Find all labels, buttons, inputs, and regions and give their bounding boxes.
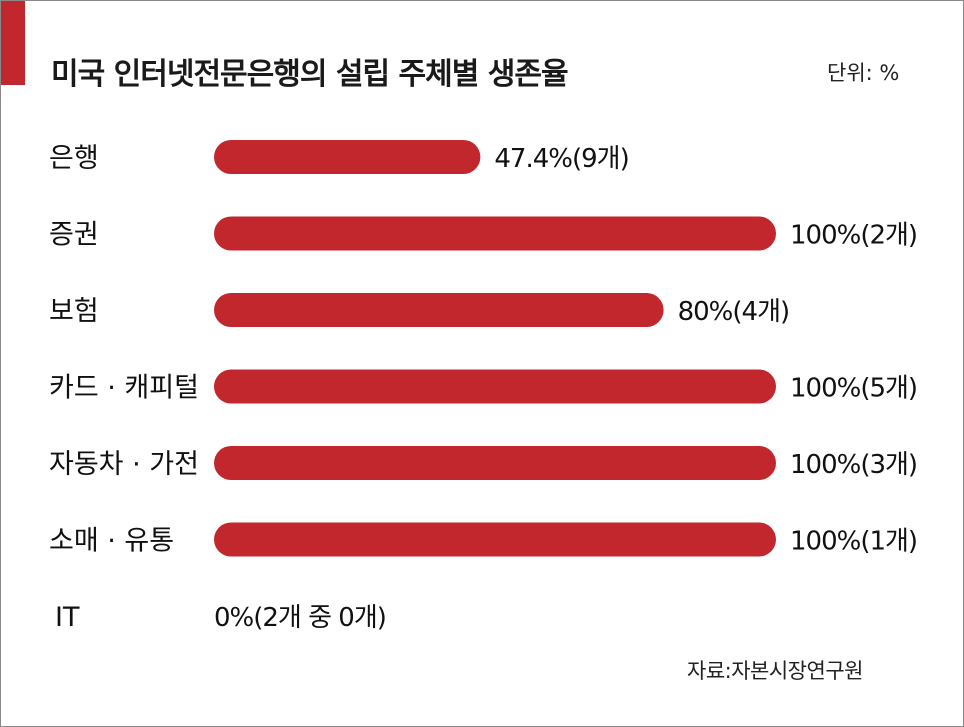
category-label: 보험 bbox=[49, 296, 99, 327]
category-label: IT bbox=[55, 602, 80, 633]
category-label: 소매 · 유통 bbox=[49, 526, 174, 557]
category-label: 증권 bbox=[49, 220, 99, 251]
data-label: 100%(3개) bbox=[790, 450, 917, 480]
bar bbox=[214, 293, 664, 327]
data-label: 0%(2개 중 0개) bbox=[214, 603, 386, 633]
bar bbox=[214, 216, 776, 251]
data-label: 47.4%(9개) bbox=[494, 144, 628, 174]
source-label: 자료:자본시장연구원 bbox=[687, 659, 863, 683]
bar bbox=[214, 369, 776, 404]
data-label: 80%(4개) bbox=[678, 297, 790, 327]
data-label: 100%(5개) bbox=[790, 374, 917, 404]
category-label: 자동차 · 가전 bbox=[49, 449, 199, 480]
bar bbox=[214, 522, 776, 557]
bar bbox=[214, 446, 776, 480]
unit-label: 단위: % bbox=[827, 61, 900, 85]
category-label: 은행 bbox=[49, 143, 99, 174]
bar bbox=[214, 140, 481, 174]
category-label: 카드 · 캐피털 bbox=[49, 373, 199, 404]
chart-title: 미국 인터넷전문은행의 설립 주체별 생존율 bbox=[51, 57, 569, 92]
title-accent-bar bbox=[1, 1, 25, 85]
data-label: 100%(1개) bbox=[790, 527, 917, 557]
data-label: 100%(2개) bbox=[790, 221, 917, 251]
